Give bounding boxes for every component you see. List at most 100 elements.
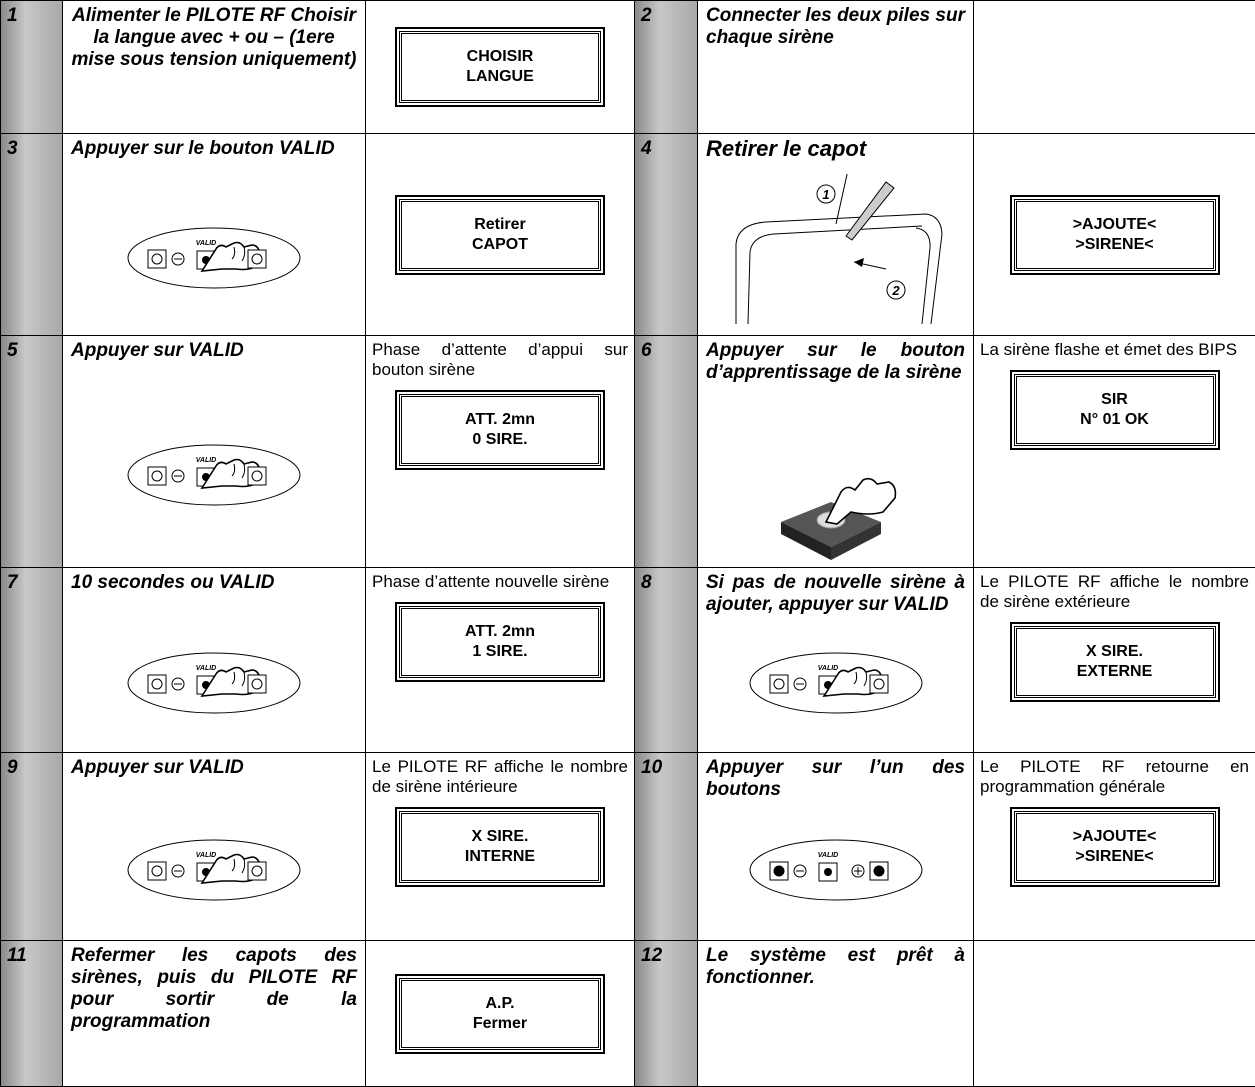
instruction-text: Alimenter le PILOTE RF Choisir la langue…: [71, 5, 357, 70]
shape: [151, 678, 163, 690]
shape: [151, 470, 163, 481]
illustration: VALID: [63, 648, 365, 718]
instruction-text: Appuyer sur l’un des boutons: [706, 757, 965, 800]
capot-illustration: 1 2: [735, 174, 943, 324]
note: Le PILOTE RF affiche le nombre de sirène…: [980, 572, 1249, 611]
step-instruction: Si pas de nouvelle sirène à ajouter, app…: [697, 567, 974, 753]
display-line: N° 01 OK: [1080, 411, 1149, 428]
display-line: LANGUE: [466, 68, 534, 85]
illustration: VALID: [698, 835, 973, 905]
illustration: VALID: [63, 223, 365, 293]
shape: [251, 865, 263, 876]
illustration: 1 2: [698, 174, 973, 324]
step-number-text: 2: [641, 5, 652, 26]
step-number-text: 1: [7, 5, 18, 26]
keypad: VALID: [127, 227, 301, 288]
step-number-text: 5: [7, 340, 18, 361]
step-number-text: 7: [7, 572, 18, 593]
shape: [231, 671, 246, 687]
shape: [835, 174, 848, 225]
shape: VALID: [196, 240, 216, 247]
step-instruction: Appuyer sur le bouton VALID VALID: [62, 133, 366, 336]
display-line: ATT. 2mn: [465, 411, 535, 428]
step-number: 4: [634, 133, 698, 336]
step-number: 9: [0, 752, 63, 941]
step-number-text: 12: [641, 945, 663, 966]
shape: [886, 280, 905, 300]
display-cell: Phase d’attente d’appui sur bouton sirèn…: [365, 335, 635, 568]
siren-button-illustration: [780, 477, 896, 560]
display-line: Fermer: [472, 1014, 528, 1032]
step-instruction: 10 secondes ou VALID VALID: [62, 567, 366, 753]
step-number-text: 10: [641, 757, 663, 778]
instruction-text: Refermer les capots des sirènes, puis du…: [71, 945, 357, 1032]
step-number-text: 6: [641, 340, 652, 361]
shape: [844, 181, 895, 241]
step-number: 1: [0, 0, 63, 134]
display-cell: [973, 940, 1255, 1087]
shape: [251, 253, 263, 264]
shape: [873, 865, 884, 876]
note: Phase d’attente nouvelle sirène: [372, 572, 610, 591]
shape: [773, 678, 784, 690]
step-number: 10: [634, 752, 698, 941]
shape: [915, 227, 931, 324]
keypad: VALID: [749, 839, 922, 900]
shape: [853, 671, 867, 687]
step-number-text: 4: [641, 138, 652, 159]
note: Le PILOTE RF affiche le nombre de sirène…: [372, 757, 628, 796]
shape: 2: [891, 283, 900, 298]
note: La sirène flashe et émet des BIPS: [980, 340, 1238, 359]
instruction-text: Retirer le capot: [706, 136, 867, 161]
step-instruction: Connecter les deux piles sur chaque sirè…: [697, 0, 974, 134]
display-line: >SIRENE<: [1075, 848, 1154, 865]
instruction-text: Appuyer sur VALID: [71, 757, 244, 778]
shape: [747, 225, 922, 324]
step-number-text: 8: [641, 572, 652, 593]
instruction-text: Appuyer sur le bouton d’apprentissage de…: [706, 340, 965, 383]
illustration: VALID: [63, 835, 365, 905]
instruction-text: Appuyer sur le bouton VALID: [71, 138, 335, 159]
display-cell: A.P. Fermer: [365, 940, 635, 1087]
shape: [200, 853, 261, 884]
display-line: Retirer: [474, 215, 526, 233]
display-cell: Retirer CAPOT: [365, 133, 635, 336]
display-line: >AJOUTE<: [1072, 215, 1157, 233]
keypad: VALID: [127, 444, 301, 505]
shape: [780, 522, 831, 560]
instruction-text: Appuyer sur VALID: [71, 340, 244, 361]
display-line: INTERNE: [464, 848, 536, 865]
shape: [824, 477, 896, 525]
shape: [231, 858, 246, 873]
step-number: 2: [634, 0, 698, 134]
display-line: 1 SIRE.: [472, 643, 528, 660]
step-instruction: Appuyer sur VALID VALID: [62, 752, 366, 941]
lcd-display: A.P. Fermer: [395, 973, 605, 1054]
display-line: SIR: [1101, 391, 1128, 408]
lcd-display: X SIRE. INTERNE: [395, 807, 605, 887]
display-line: EXTERNE: [1076, 663, 1153, 680]
lcd-display: Retirer CAPOT: [395, 194, 605, 275]
step-number: 8: [634, 567, 698, 753]
display-line: CHOISIR: [466, 48, 534, 65]
lcd-display: CHOISIR LANGUE: [395, 27, 605, 107]
step-number: 12: [634, 940, 698, 1087]
step-number: 6: [634, 335, 698, 568]
step-number: 3: [0, 133, 63, 336]
shape: [853, 258, 864, 267]
shape: VALID: [817, 852, 837, 859]
shape: [231, 463, 246, 478]
shape: [830, 522, 881, 560]
shape: [816, 184, 835, 204]
illustration: VALID: [698, 648, 973, 718]
step-instruction: Le système est prêt à fonctionner.: [697, 940, 974, 1087]
display-line: 0 SIRE.: [472, 431, 528, 448]
shape: [821, 666, 883, 697]
keypad: VALID: [749, 652, 922, 714]
step-instruction: Appuyer sur l’un des boutons VALID: [697, 752, 974, 941]
shape: [200, 666, 261, 697]
keypad: VALID: [127, 839, 301, 900]
display-line: A.P.: [485, 994, 515, 1012]
